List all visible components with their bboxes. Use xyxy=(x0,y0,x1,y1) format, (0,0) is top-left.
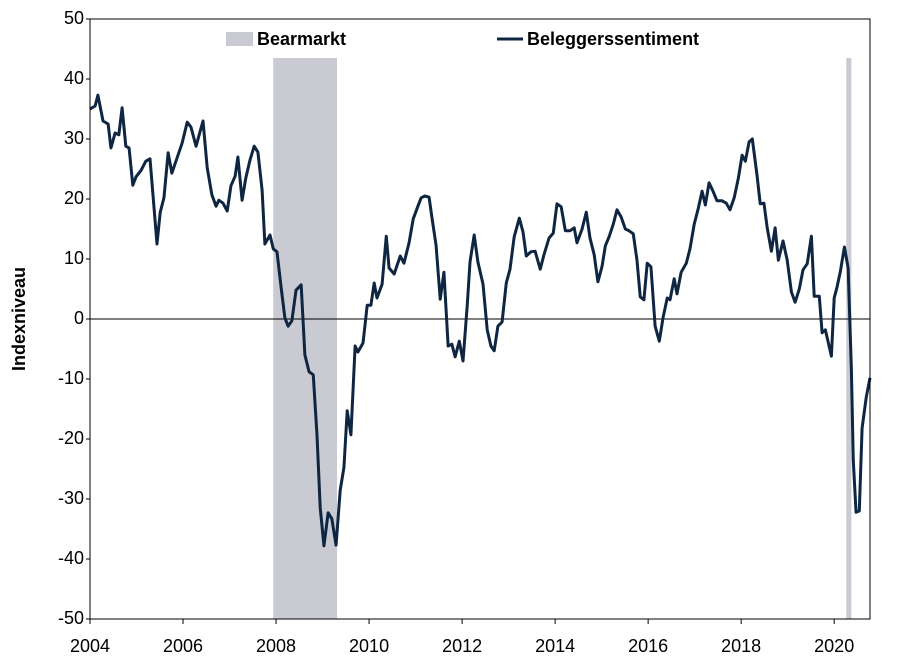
x-tick-label: 2010 xyxy=(349,636,389,656)
series-line xyxy=(89,93,872,548)
y-tick-label: -10 xyxy=(58,368,84,388)
legend-label: Bearmarkt xyxy=(257,29,346,49)
y-tick-label: 30 xyxy=(64,128,84,148)
y-tick-label: 10 xyxy=(64,248,84,268)
x-tick-label: 2018 xyxy=(721,636,761,656)
y-axis-label: Indexniveau xyxy=(9,267,29,371)
x-tick-label: 2016 xyxy=(628,636,668,656)
y-tick-label: -30 xyxy=(58,488,84,508)
legend-label: Beleggerssentiment xyxy=(527,29,699,49)
y-tick-label: -50 xyxy=(58,608,84,628)
x-tick-label: 2006 xyxy=(163,636,203,656)
y-tick-label: 0 xyxy=(74,308,84,328)
y-tick-label: -20 xyxy=(58,428,84,448)
x-tick-label: 2012 xyxy=(442,636,482,656)
legend-swatch-band xyxy=(226,32,253,46)
x-tick-label: 2004 xyxy=(70,636,110,656)
bear-market-band xyxy=(846,58,852,619)
y-tick-label: 50 xyxy=(64,8,84,28)
y-tick-label: 40 xyxy=(64,68,84,88)
x-tick-label: 2014 xyxy=(535,636,575,656)
y-tick-label: 20 xyxy=(64,188,84,208)
x-tick-label: 2020 xyxy=(814,636,854,656)
y-tick-label: -40 xyxy=(58,548,84,568)
x-tick-label: 2008 xyxy=(256,636,296,656)
plot-frame xyxy=(89,18,871,620)
